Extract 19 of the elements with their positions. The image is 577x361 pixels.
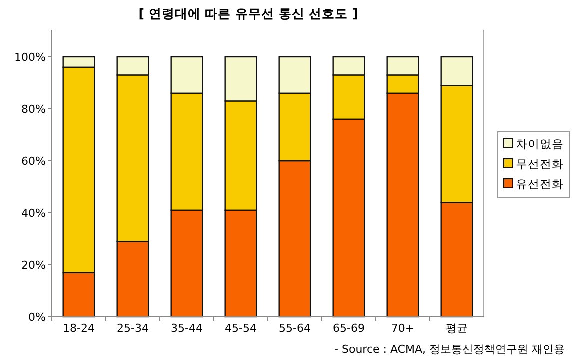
y-tick-label: 60% bbox=[22, 155, 46, 168]
text: - Source : ACMA, 정보통신정책연구원 재인용 bbox=[334, 343, 565, 356]
x-tick-label: 65-69 bbox=[333, 322, 365, 335]
y-tick-label: 100% bbox=[14, 51, 46, 64]
x-tick-label: 70+ bbox=[391, 322, 415, 335]
y-tick-label: 80% bbox=[22, 103, 46, 116]
y-tick-label: 20% bbox=[22, 259, 46, 272]
x-tick-label: 평균 bbox=[446, 322, 468, 335]
y-tick-label: 0% bbox=[28, 311, 46, 324]
x-tick-label: 35-44 bbox=[171, 322, 203, 335]
x-tick-label: 45-54 bbox=[225, 322, 257, 335]
x-tick-label: 25-34 bbox=[117, 322, 149, 335]
chart-title: [ 연령대에 따른 유무선 통신 선호도 ] bbox=[138, 6, 358, 21]
x-tick-label: 18-24 bbox=[63, 322, 95, 335]
legend-label: 유선전화 bbox=[516, 177, 564, 191]
x-tick-label: 55-64 bbox=[279, 322, 311, 335]
legend-label: 차이없음 bbox=[516, 137, 564, 151]
y-tick-label: 40% bbox=[22, 207, 46, 220]
legend-label: 무선전화 bbox=[516, 157, 564, 171]
